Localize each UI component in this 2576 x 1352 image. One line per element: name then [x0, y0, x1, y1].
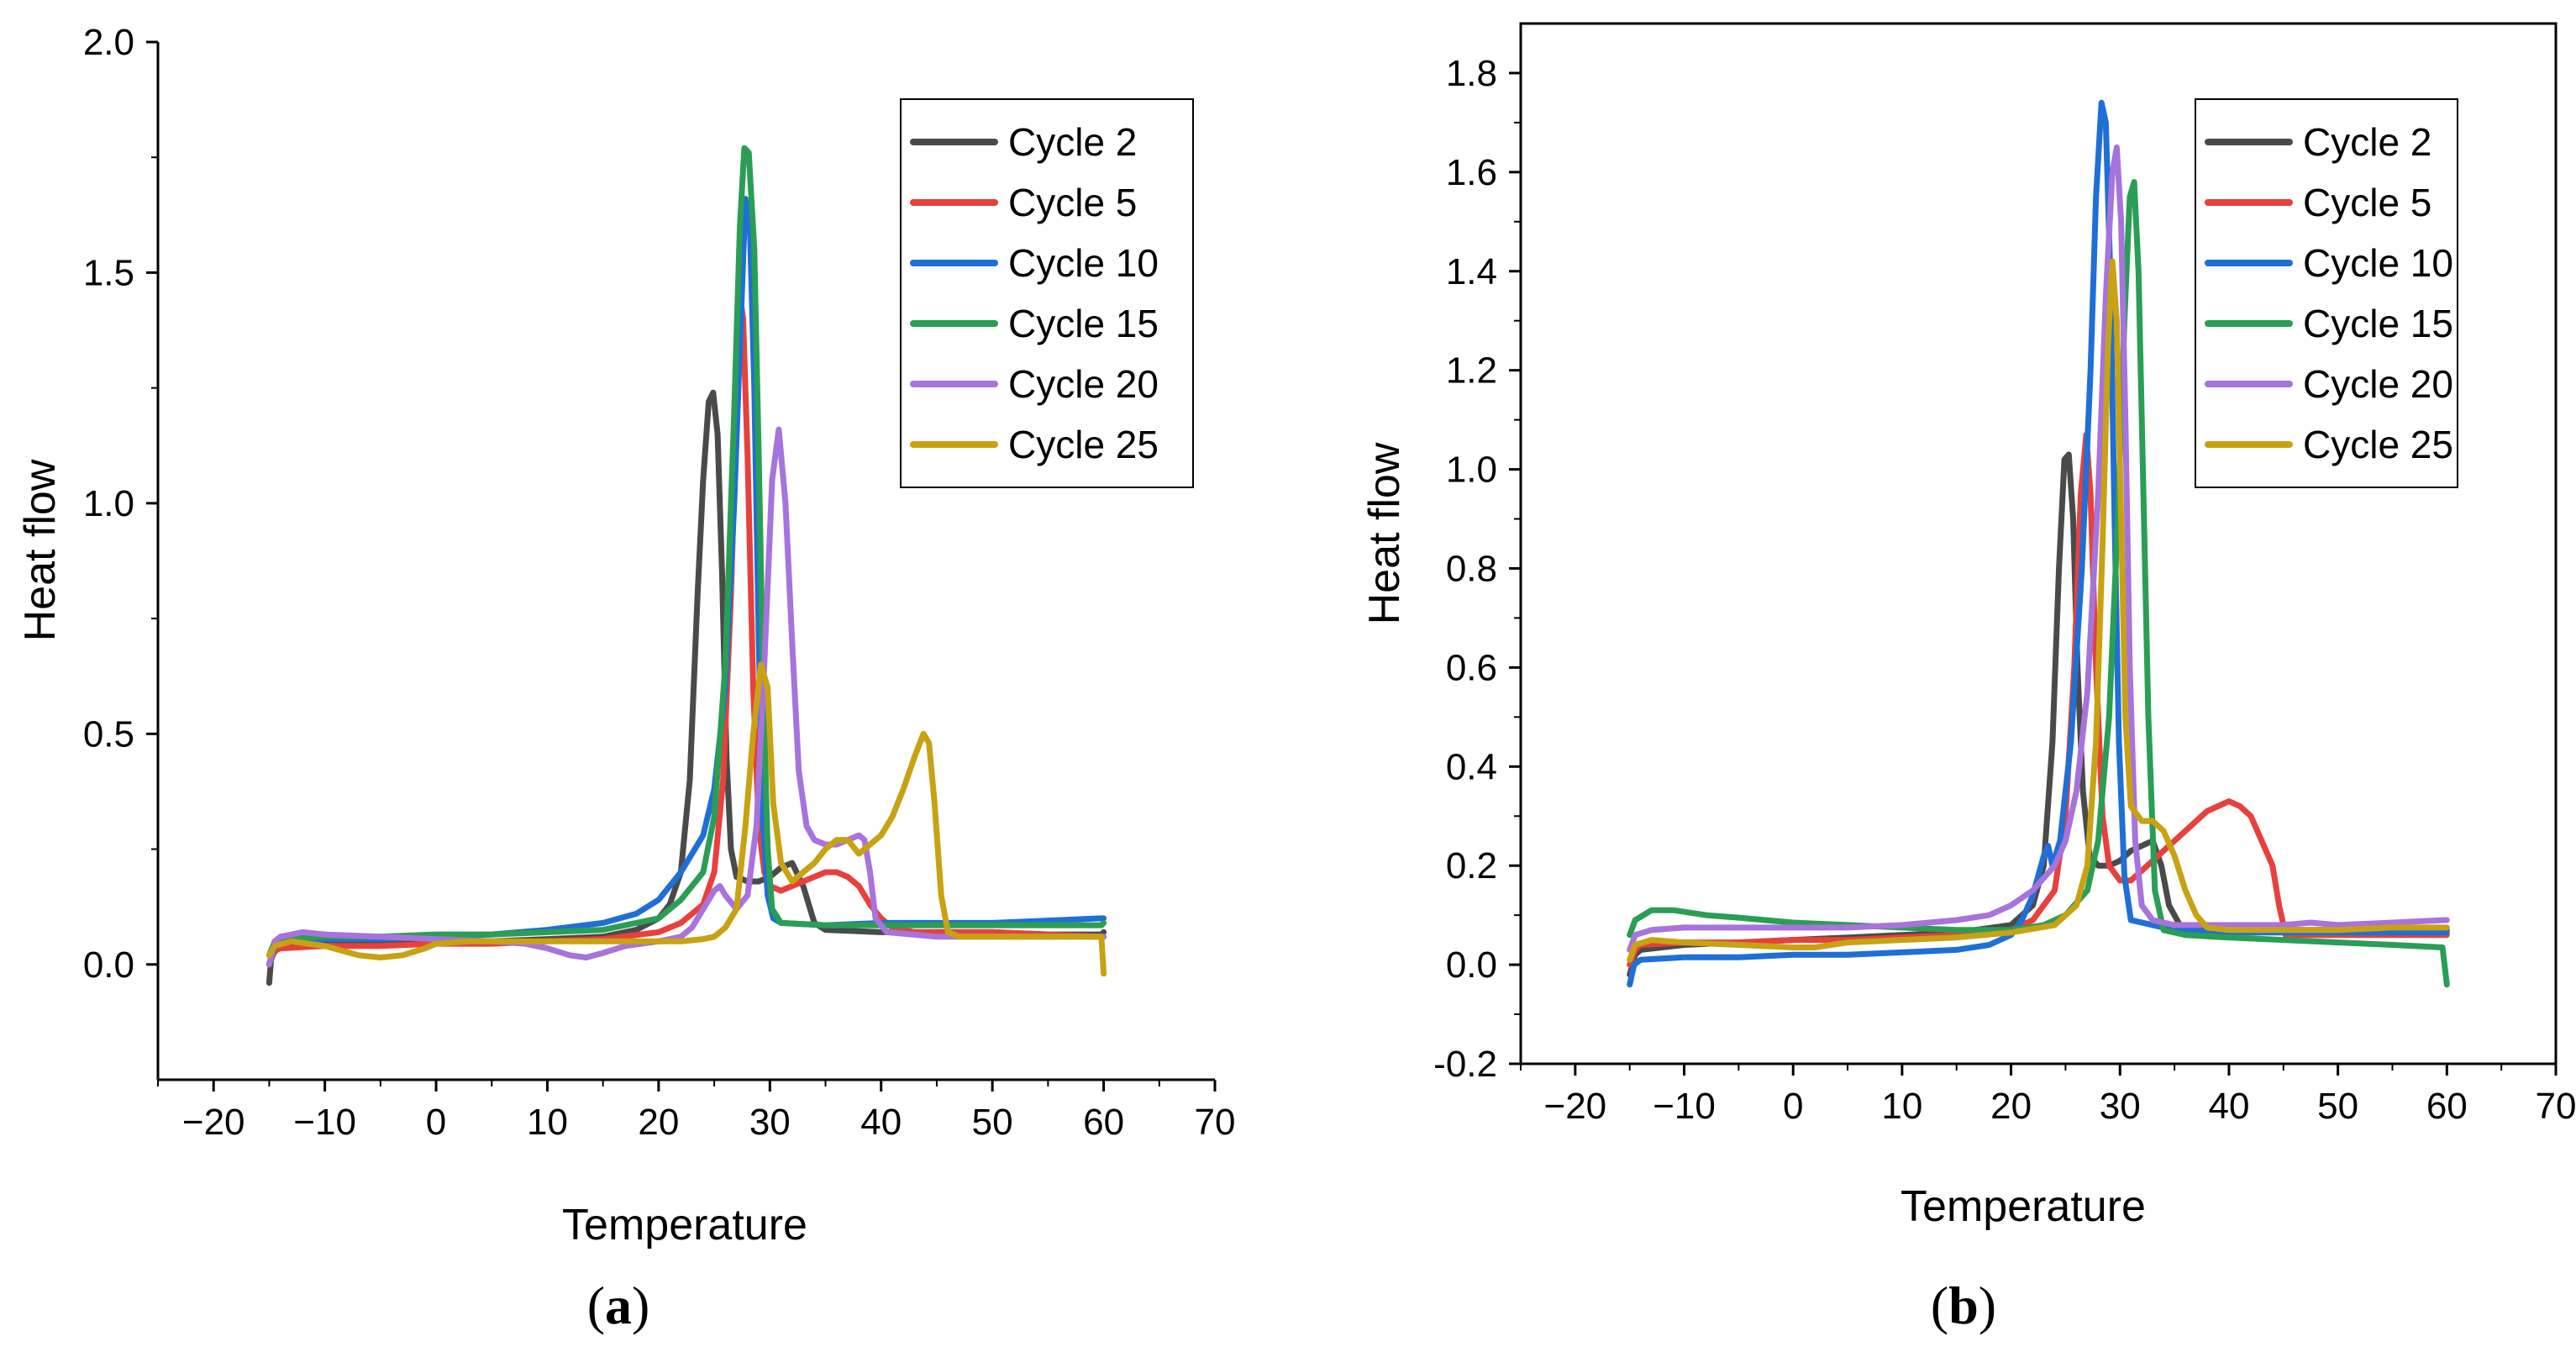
x-tick-label: 10	[527, 1102, 568, 1143]
y-tick-label: 1.2	[1446, 350, 1497, 392]
series-line-cycle-25	[1627, 258, 2450, 963]
y-tick-label: 0.0	[1446, 944, 1497, 986]
x-tick-label: 0	[1783, 1086, 1803, 1127]
legend-label: Cycle 10	[1008, 241, 1159, 285]
legend-label: Cycle 5	[1008, 181, 1137, 224]
x-tick-label: 0	[426, 1102, 446, 1143]
legend-label: Cycle 15	[2303, 302, 2453, 345]
panel-label-a: (a)	[587, 1276, 650, 1335]
x-tick-label: 70	[1195, 1102, 1236, 1143]
legend-box	[2195, 98, 2458, 488]
panel-letter-a: a	[605, 1276, 632, 1335]
x-tick-label: 50	[2317, 1086, 2358, 1127]
series-line-cycle-25	[265, 661, 1107, 977]
y-axis-title-a: Heat flow	[16, 459, 65, 641]
legend-box	[900, 98, 1194, 488]
legend-label: Cycle 15	[1008, 302, 1159, 345]
chart-panel-a: Heat flow Temperature (a) −20 −10 0 10 20 30 4…	[16, 22, 1235, 1335]
panel-letter-b: b	[1948, 1276, 1979, 1335]
x-tick-label: 60	[1083, 1102, 1124, 1143]
y-tick-label: -0.2	[1433, 1044, 1497, 1085]
legend-label: Cycle 2	[1008, 120, 1137, 164]
x-tick-label: 50	[972, 1102, 1013, 1143]
y-axis-title-b: Heat flow	[1360, 442, 1409, 624]
x-tick-label: 40	[2208, 1086, 2249, 1127]
legend-label: Cycle 25	[2303, 423, 2453, 466]
y-tick-label: 0.2	[1446, 845, 1497, 886]
y-tick-label: 1.4	[1446, 251, 1497, 292]
x-tick-label: 30	[2100, 1086, 2141, 1127]
y-tick-label: 1.6	[1446, 152, 1497, 193]
y-tick-label: 0.5	[83, 713, 134, 755]
x-tick-label: 20	[1990, 1086, 2032, 1127]
x-tick-label: 60	[2426, 1086, 2468, 1127]
y-tick-label: 1.8	[1446, 53, 1497, 94]
series-line-cycle-20	[265, 426, 1107, 968]
y-tick-label: 0.4	[1446, 746, 1497, 787]
y-tick-label: 0.6	[1446, 647, 1497, 688]
y-tick-label: 0.0	[83, 944, 134, 986]
x-tick-label: −10	[1653, 1086, 1716, 1127]
x-tick-label: −20	[1544, 1086, 1607, 1127]
x-tick-label: 70	[2536, 1086, 2576, 1127]
series-line-cycle-20	[1627, 144, 2450, 953]
x-tick-label: 10	[1881, 1086, 1922, 1127]
series-line-cycle-10	[1627, 99, 2450, 988]
legend-label: Cycle 5	[2303, 181, 2431, 224]
y-tick-label: 1.5	[83, 252, 134, 293]
chart-panel-b: Heat flow Temperature (b) −20 −10 0 10 20 30 4…	[1360, 22, 2576, 1335]
legend-label: Cycle 20	[1008, 362, 1159, 406]
legend-label: Cycle 10	[2303, 241, 2453, 285]
panel-label-b: (b)	[1931, 1276, 1996, 1335]
y-tick-label: 1.0	[1446, 450, 1497, 491]
x-tick-label: 40	[860, 1102, 902, 1143]
x-tick-label: −20	[182, 1102, 245, 1143]
series-line-cycle-15	[1627, 179, 2450, 988]
x-tick-label: 30	[749, 1102, 791, 1143]
series-line-cycle-2	[1627, 451, 2450, 978]
legend-label: Cycle 2	[2303, 120, 2431, 164]
y-tick-label: 1.0	[83, 483, 134, 524]
x-tick-label: −10	[293, 1102, 356, 1143]
legend-label: Cycle 20	[2303, 362, 2453, 406]
x-axis-title-a: Temperature	[562, 1201, 807, 1249]
y-tick-label: 2.0	[83, 22, 134, 63]
y-tick-label: 0.8	[1446, 548, 1497, 589]
legend-label: Cycle 25	[1008, 423, 1159, 466]
x-axis-title-b: Temperature	[1900, 1182, 2146, 1231]
plot-frame	[1519, 22, 2558, 1065]
x-tick-label: 20	[638, 1102, 679, 1143]
